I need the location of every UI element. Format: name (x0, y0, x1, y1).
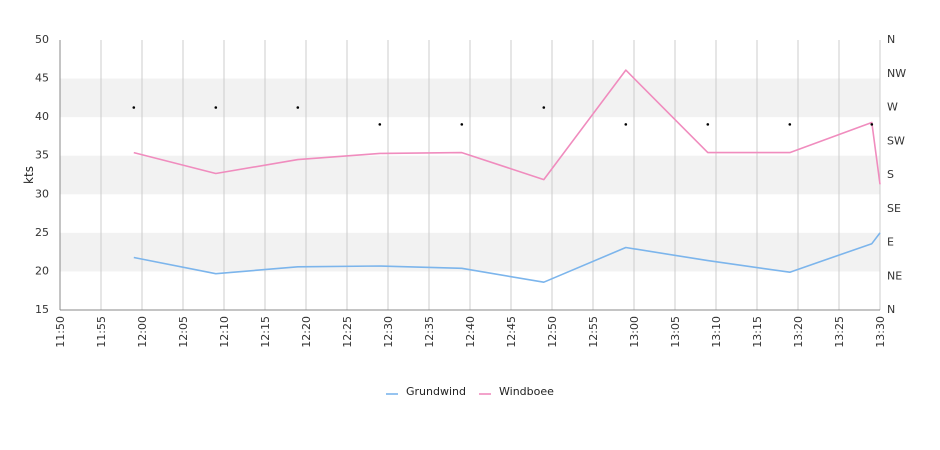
series-lines (133, 69, 881, 284)
y-axis-tick-labels: 15 20 25 30 35 40 45 50 (35, 33, 49, 316)
y-tick-label: 15 (35, 303, 49, 316)
x-tick-label: 12:15 (259, 316, 272, 348)
x-axis-tick-labels: 11:50 11:55 12:00 12:05 12:10 12:15 12:20 12:25… (54, 316, 887, 348)
y-tick-label: 50 (35, 33, 49, 46)
y-tick-label: 45 (35, 72, 49, 85)
direction-tick-label: S (887, 168, 894, 181)
x-tick-label: 13:20 (792, 316, 805, 348)
x-tick-label: 12:50 (546, 316, 559, 348)
direction-axis-tick-labels: N NW W SW S SE E NE N (887, 33, 906, 316)
legend: Grundwind Windboee (386, 385, 554, 398)
direction-tick-label: SW (887, 134, 905, 147)
legend-label: Windboee (499, 385, 554, 398)
x-tick-label: 13:15 (751, 316, 764, 348)
direction-tick-label: NW (887, 67, 906, 80)
direction-tick-label: N (887, 303, 895, 316)
direction-tick-label: W (887, 101, 898, 114)
x-tick-label: 13:30 (874, 316, 887, 348)
legend-label: Grundwind (406, 385, 466, 398)
x-tick-label: 11:50 (54, 316, 67, 348)
x-tick-label: 12:05 (177, 316, 190, 348)
x-tick-label: 12:45 (505, 316, 518, 348)
direction-tick-label: SE (887, 202, 901, 215)
y-tick-label: 35 (35, 149, 49, 162)
direction-tick-label: N (887, 33, 895, 46)
x-tick-label: 12:00 (136, 316, 149, 348)
x-tick-label: 12:35 (423, 316, 436, 348)
x-tick-label: 13:25 (833, 316, 846, 348)
direction-marker (378, 123, 382, 126)
direction-marker (788, 123, 792, 126)
direction-tick-label: E (887, 236, 894, 249)
direction-tick-label: NE (887, 269, 902, 282)
direction-markers (132, 106, 874, 126)
direction-marker (296, 106, 300, 109)
y-tick-label: 30 (35, 187, 49, 200)
y-tick-label: 20 (35, 264, 49, 277)
x-tick-label: 12:10 (218, 316, 231, 348)
direction-marker (214, 106, 218, 109)
direction-marker (706, 123, 710, 126)
direction-marker (624, 123, 628, 126)
x-tick-label: 13:10 (710, 316, 723, 348)
x-tick-label: 12:20 (300, 316, 313, 348)
vertical-gridlines (59, 40, 881, 310)
direction-marker (870, 123, 874, 126)
x-tick-label: 12:25 (341, 316, 354, 348)
x-tick-label: 12:40 (464, 316, 477, 348)
y-tick-label: 25 (35, 226, 49, 239)
direction-marker (132, 106, 136, 109)
x-tick-label: 13:00 (628, 316, 641, 348)
series-line (133, 69, 881, 185)
axes (59, 40, 880, 311)
y-axis-title: kts (22, 166, 36, 184)
x-tick-label: 13:05 (669, 316, 682, 348)
x-tick-label: 12:30 (382, 316, 395, 348)
series-line (133, 232, 881, 284)
x-tick-label: 11:55 (95, 316, 108, 348)
x-tick-label: 12:55 (587, 316, 600, 348)
y-tick-label: 40 (35, 110, 49, 123)
direction-marker (460, 123, 464, 126)
direction-marker (542, 106, 546, 109)
